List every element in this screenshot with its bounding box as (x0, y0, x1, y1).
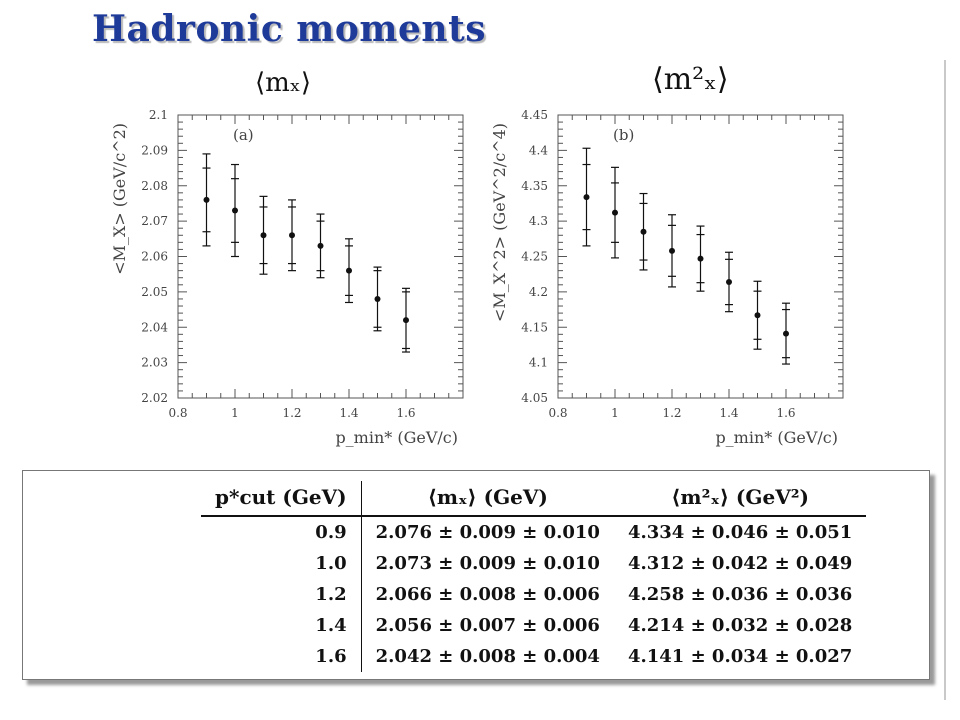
table-row: 1.6 2.042 ± 0.008 ± 0.004 4.141 ± 0.034 … (201, 641, 866, 672)
slide-title: Hadronic moments (92, 8, 486, 50)
column-header-mean-mx2: ⟨m²ₓ⟩ (GeV²) (613, 481, 867, 517)
cell-mean-mx2: 4.312 ± 0.042 ± 0.049 (627, 553, 853, 574)
cell-mean-mx2: 4.334 ± 0.046 ± 0.051 (627, 522, 853, 543)
y-tick-label: 2.05 (141, 285, 168, 299)
table-row: 0.9 2.076 ± 0.009 ± 0.010 4.334 ± 0.046 … (201, 516, 866, 548)
y-tick-label: 4.1 (529, 356, 548, 370)
x-tick-label: 1.2 (662, 406, 681, 420)
data-point (669, 247, 675, 254)
y-tick-label: 2.04 (141, 320, 168, 334)
y-tick-label: 4.45 (521, 108, 548, 122)
y-tick-label: 2.03 (141, 356, 168, 370)
cell-mean-mx: 2.042 ± 0.008 ± 0.004 (375, 646, 600, 667)
panel-title-mean-mx2: ⟨m²ₓ⟩ (652, 62, 729, 97)
cell-pcut: 1.0 (201, 548, 362, 579)
table-row: 1.2 2.066 ± 0.008 ± 0.006 4.258 ± 0.036 … (201, 579, 866, 610)
column-header-pcut: p*cut (GeV) (201, 481, 362, 517)
y-tick-label: 2.08 (141, 179, 168, 193)
data-point (374, 295, 381, 302)
data-point (232, 207, 238, 214)
data-point (783, 330, 789, 337)
y-tick-label: 2.1 (149, 108, 168, 122)
data-point (260, 232, 267, 239)
data-point (289, 232, 295, 239)
results-table-panel: p*cut (GeV) ⟨mₓ⟩ (GeV) ⟨m²ₓ⟩ (GeV²) 0.9 … (22, 470, 930, 680)
cell-mean-mx: 2.076 ± 0.009 ± 0.010 (375, 522, 600, 543)
y-tick-label: 4.15 (521, 320, 548, 334)
data-point (583, 194, 590, 201)
cell-pcut: 1.4 (201, 610, 362, 641)
y-tick-label: 2.09 (141, 143, 168, 157)
cell-mean-mx2: 4.258 ± 0.036 ± 0.036 (627, 584, 853, 605)
x-axis-title: p_min* (GeV/c) (335, 428, 458, 447)
y-tick-label: 4.3 (529, 214, 548, 228)
x-tick-label: 1.2 (282, 406, 301, 420)
results-table: p*cut (GeV) ⟨mₓ⟩ (GeV) ⟨m²ₓ⟩ (GeV²) 0.9 … (201, 481, 867, 672)
y-tick-label: 2.06 (141, 250, 168, 264)
data-point (403, 317, 409, 324)
cell-mean-mx: 2.066 ± 0.008 ± 0.006 (375, 584, 600, 605)
data-point (612, 209, 618, 216)
table-row: 1.0 2.073 ± 0.009 ± 0.010 4.312 ± 0.042 … (201, 548, 866, 579)
data-point (203, 196, 210, 203)
x-tick-label: 1.6 (396, 406, 415, 420)
panel-label: (b) (613, 126, 634, 144)
y-tick-label: 2.07 (141, 214, 168, 228)
cell-mean-mx: 2.073 ± 0.009 ± 0.010 (375, 553, 600, 574)
cell-mean-mx2: 4.141 ± 0.034 ± 0.027 (627, 646, 853, 667)
x-tick-label: 1.4 (339, 406, 358, 420)
chart-b: 0.8 1 1.2 1.4 1.6 4.05 4.1 4.15 4.2 4.25 4.3 4.35 4.… (490, 108, 844, 447)
panel-label: (a) (233, 126, 254, 144)
x-tick-label: 1.6 (776, 406, 795, 420)
chart-a: 0.8 1 1.2 1.4 1.6 2.02 2.03 2.04 2.05 2.06 2.07 2.0… (110, 108, 464, 447)
y-axis-title: <M_X> (GeV/c^2) (110, 123, 129, 275)
column-header-mean-mx: ⟨mₓ⟩ (GeV) (361, 481, 614, 517)
x-tick-label: 1 (611, 406, 619, 420)
data-point (317, 242, 324, 249)
cell-mean-mx2: 4.214 ± 0.032 ± 0.028 (627, 615, 853, 636)
y-tick-label: 4.25 (521, 250, 548, 264)
x-tick-label: 0.8 (548, 406, 567, 420)
x-axis-title: p_min* (GeV/c) (715, 428, 838, 447)
y-tick-label: 4.05 (521, 391, 548, 405)
table-header-row: p*cut (GeV) ⟨mₓ⟩ (GeV) ⟨m²ₓ⟩ (GeV²) (201, 481, 867, 517)
data-point (726, 278, 732, 285)
data-point (640, 228, 647, 235)
table-row: 1.4 2.056 ± 0.007 ± 0.006 4.214 ± 0.032 … (201, 610, 866, 641)
cell-pcut: 1.2 (201, 579, 362, 610)
x-tick-label: 1 (231, 406, 239, 420)
data-point (697, 255, 704, 262)
panel-title-mean-mx: ⟨mₓ⟩ (255, 68, 311, 98)
y-axis-title: <M_X^2> (GeV^2/c^4) (490, 123, 509, 322)
y-tick-label: 4.2 (529, 285, 548, 299)
data-point (754, 312, 761, 319)
x-tick-label: 0.8 (168, 406, 187, 420)
right-divider (944, 60, 946, 700)
cell-mean-mx: 2.056 ± 0.007 ± 0.006 (375, 615, 600, 636)
cell-pcut: 1.6 (201, 641, 362, 672)
y-tick-label: 4.35 (521, 179, 548, 193)
y-tick-label: 4.4 (529, 143, 548, 157)
cell-pcut: 0.9 (201, 516, 362, 548)
data-point (346, 267, 352, 274)
y-tick-label: 2.02 (141, 391, 168, 405)
x-tick-label: 1.4 (719, 406, 738, 420)
